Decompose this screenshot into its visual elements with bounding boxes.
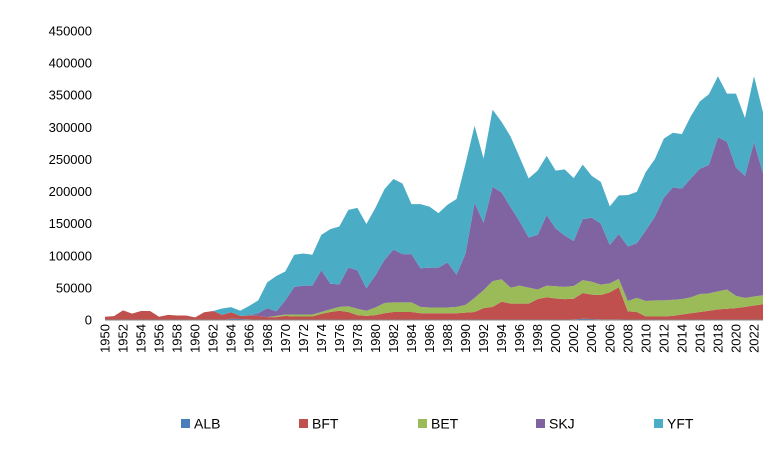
y-axis-ticks: 0 50000 100000 150000 200000 250000 300000 3500…	[49, 24, 92, 328]
x-tick-label: 1990	[458, 324, 473, 353]
legend-item-bet: BET	[418, 416, 459, 432]
y-tick-label: 150000	[49, 216, 92, 231]
x-tick-label: 1958	[170, 324, 185, 353]
x-tick-label: 2006	[602, 324, 617, 353]
x-tick-label: 1954	[134, 324, 149, 353]
area-bft	[105, 287, 763, 320]
legend-item-skj: SKJ	[536, 416, 575, 432]
y-tick-label: 400000	[49, 56, 92, 71]
x-tick-label: 1952	[116, 324, 131, 353]
area-skj	[105, 137, 763, 318]
x-tick-label: 2012	[656, 324, 671, 353]
y-tick-label: 0	[85, 313, 92, 328]
y-tick-label: 450000	[49, 24, 92, 39]
x-tick-label: 1986	[422, 324, 437, 353]
x-tick-label: 2002	[566, 324, 581, 353]
x-tick-label: 1962	[206, 324, 221, 353]
x-tick-label: 1970	[278, 324, 293, 353]
area-bet	[105, 278, 763, 318]
series-areas	[105, 76, 763, 320]
legend-swatch	[418, 419, 427, 428]
x-tick-label: 1996	[512, 324, 527, 353]
x-tick-label: 1980	[368, 324, 383, 353]
y-tick-label: 350000	[49, 88, 92, 103]
x-tick-label: 2014	[674, 324, 689, 353]
y-tick-label: 100000	[49, 248, 92, 263]
x-tick-label: 2018	[710, 324, 725, 353]
legend-item-bft: BFT	[299, 416, 339, 432]
x-tick-label: 1998	[530, 324, 545, 353]
y-tick-label: 300000	[49, 120, 92, 135]
x-tick-label: 1966	[242, 324, 257, 353]
x-tick-label: 2008	[620, 324, 635, 353]
legend: ALB BFT BET SKJ YFT	[181, 416, 694, 432]
legend-label: BFT	[312, 416, 339, 432]
x-tick-label: 1982	[386, 324, 401, 353]
x-tick-label: 1974	[314, 324, 329, 353]
x-tick-label: 1984	[404, 324, 419, 353]
x-tick-label: 1960	[188, 324, 203, 353]
x-tick-label: 2004	[584, 324, 599, 353]
x-tick-label: 1950	[98, 324, 113, 353]
x-tick-label: 1988	[440, 324, 455, 353]
x-tick-label: 1968	[260, 324, 275, 353]
legend-label: YFT	[667, 416, 694, 432]
area-yft	[105, 76, 763, 318]
x-tick-label: 1976	[332, 324, 347, 353]
x-tick-label: 2020	[728, 324, 743, 353]
legend-swatch	[181, 419, 190, 428]
x-tick-label: 1994	[494, 324, 509, 353]
legend-item-yft: YFT	[654, 416, 694, 432]
legend-swatch	[536, 419, 545, 428]
x-tick-label: 1992	[476, 324, 491, 353]
y-tick-label: 250000	[49, 152, 92, 167]
x-axis-ticks: 1950 1952 1954 1956 1958 1960 1962 1964 1966 1968…	[98, 324, 762, 353]
y-tick-label: 50000	[56, 280, 92, 295]
x-tick-label: 2022	[746, 324, 761, 353]
x-tick-label: 1956	[152, 324, 167, 353]
legend-swatch	[299, 419, 308, 428]
legend-label: SKJ	[549, 416, 575, 432]
legend-swatch	[654, 419, 663, 428]
legend-label: ALB	[194, 416, 220, 432]
legend-item-alb: ALB	[181, 416, 220, 432]
x-tick-label: 2016	[692, 324, 707, 353]
x-tick-label: 2000	[548, 324, 563, 353]
x-tick-label: 1964	[224, 324, 239, 353]
legend-label: BET	[431, 416, 459, 432]
x-tick-label: 1978	[350, 324, 365, 353]
x-tick-label: 2010	[638, 324, 653, 353]
x-tick-label: 1972	[296, 324, 311, 353]
y-tick-label: 200000	[49, 184, 92, 199]
